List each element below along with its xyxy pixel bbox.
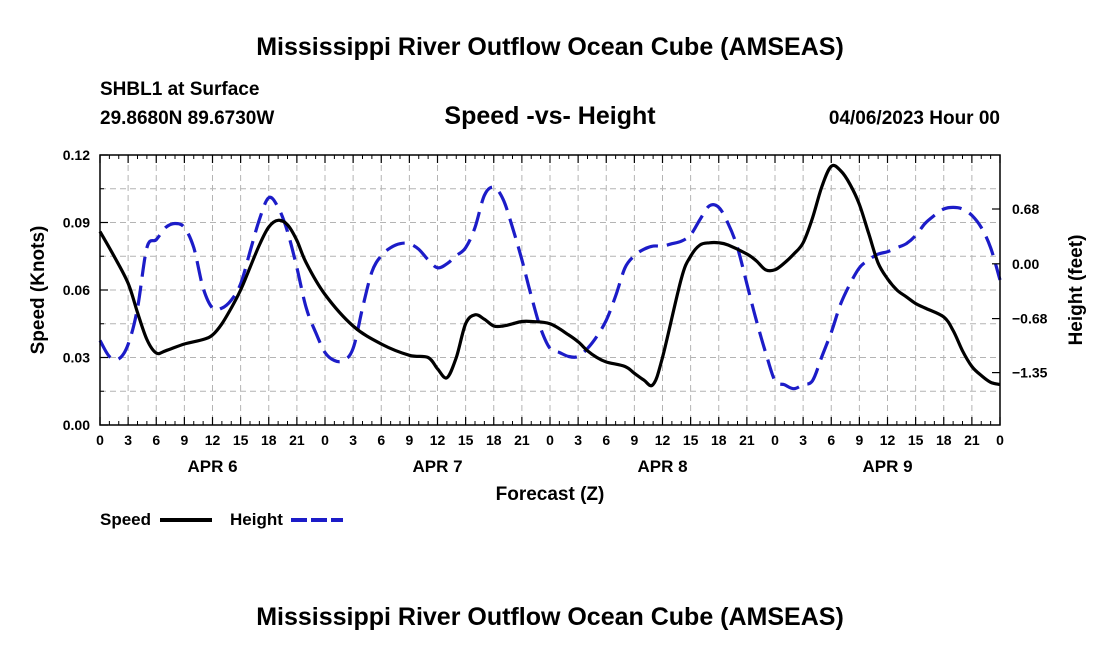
x-day-label: APR 9	[862, 457, 912, 476]
legend-label-height: Height	[230, 510, 283, 529]
series-line-height	[98, 185, 1002, 391]
y-tick-label: 0.09	[63, 215, 90, 231]
chart-subtitle: Speed -vs- Height	[444, 102, 656, 130]
x-tick-label: 21	[739, 432, 755, 448]
plot-series	[98, 163, 1002, 391]
y2-tick-label: 0.00	[1012, 256, 1039, 272]
y2-tick-label: −0.68	[1012, 311, 1048, 327]
x-tick-label: 3	[124, 432, 132, 448]
x-tick-label: 9	[855, 432, 863, 448]
datetime-label: 04/06/2023 Hour 00	[829, 108, 1000, 129]
y-tick-label: 0.03	[63, 350, 90, 366]
x-day-label: APR 8	[637, 457, 687, 476]
y2-tick-label: 0.68	[1012, 201, 1039, 217]
x-tick-label: 12	[430, 432, 446, 448]
x-tick-label: 15	[233, 432, 249, 448]
x-tick-label: 0	[321, 432, 329, 448]
y-tick-label: 0.12	[63, 147, 90, 163]
y-tick-label: 0.00	[63, 417, 90, 433]
x-tick-label: 6	[377, 432, 385, 448]
x-tick-label: 15	[908, 432, 924, 448]
x-tick-label: 6	[827, 432, 835, 448]
y2-tick-label: −1.35	[1012, 365, 1048, 381]
x-tick-label: 3	[799, 432, 807, 448]
y-tick-label: 0.06	[63, 282, 90, 298]
x-tick-label: 12	[205, 432, 221, 448]
x-tick-label: 18	[261, 432, 277, 448]
x-tick-label: 0	[771, 432, 779, 448]
x-tick-label: 15	[458, 432, 474, 448]
x-tick-label: 9	[180, 432, 188, 448]
x-tick-label: 21	[964, 432, 980, 448]
y-axis-title: Speed (Knots)	[28, 226, 49, 355]
x-tick-label: 18	[711, 432, 727, 448]
y2-axis-title: Height (feet)	[1066, 235, 1087, 346]
x-tick-label: 12	[880, 432, 896, 448]
x-tick-label: 21	[289, 432, 305, 448]
x-day-label: APR 6	[187, 457, 237, 476]
x-tick-label: 6	[602, 432, 610, 448]
x-day-label: APR 7	[412, 457, 462, 476]
x-tick-label: 21	[514, 432, 530, 448]
x-tick-label: 6	[152, 432, 160, 448]
x-tick-label: 3	[574, 432, 582, 448]
x-tick-label: 18	[936, 432, 952, 448]
legend-label-speed: Speed	[100, 510, 151, 529]
chart-main-title-bottom: Mississippi River Outflow Ocean Cube (AM…	[256, 603, 844, 631]
x-tick-label: 3	[349, 432, 357, 448]
x-tick-label: 0	[546, 432, 554, 448]
plot-grid	[100, 155, 1000, 425]
station-label: SHBL1 at Surface	[100, 79, 259, 100]
x-tick-label: 18	[486, 432, 502, 448]
x-tick-label: 15	[683, 432, 699, 448]
x-tick-label: 9	[630, 432, 638, 448]
x-axis-title: Forecast (Z)	[496, 484, 605, 505]
x-tick-label: 9	[405, 432, 413, 448]
axis-ticks: 0 3 6 9 12 15 18 21 0 3 6 9 12 15 18 21 0 3 6 9 12 15 18 21 0 3 6 9…	[63, 147, 1048, 476]
coordinates-label: 29.8680N 89.6730W	[100, 108, 274, 129]
legend: Speed Height	[100, 510, 343, 529]
x-tick-label: 12	[655, 432, 671, 448]
x-tick-label: 0	[96, 432, 104, 448]
chart-main-title: Mississippi River Outflow Ocean Cube (AM…	[256, 33, 844, 61]
x-tick-label: 0	[996, 432, 1004, 448]
series-line-speed	[98, 163, 1001, 388]
